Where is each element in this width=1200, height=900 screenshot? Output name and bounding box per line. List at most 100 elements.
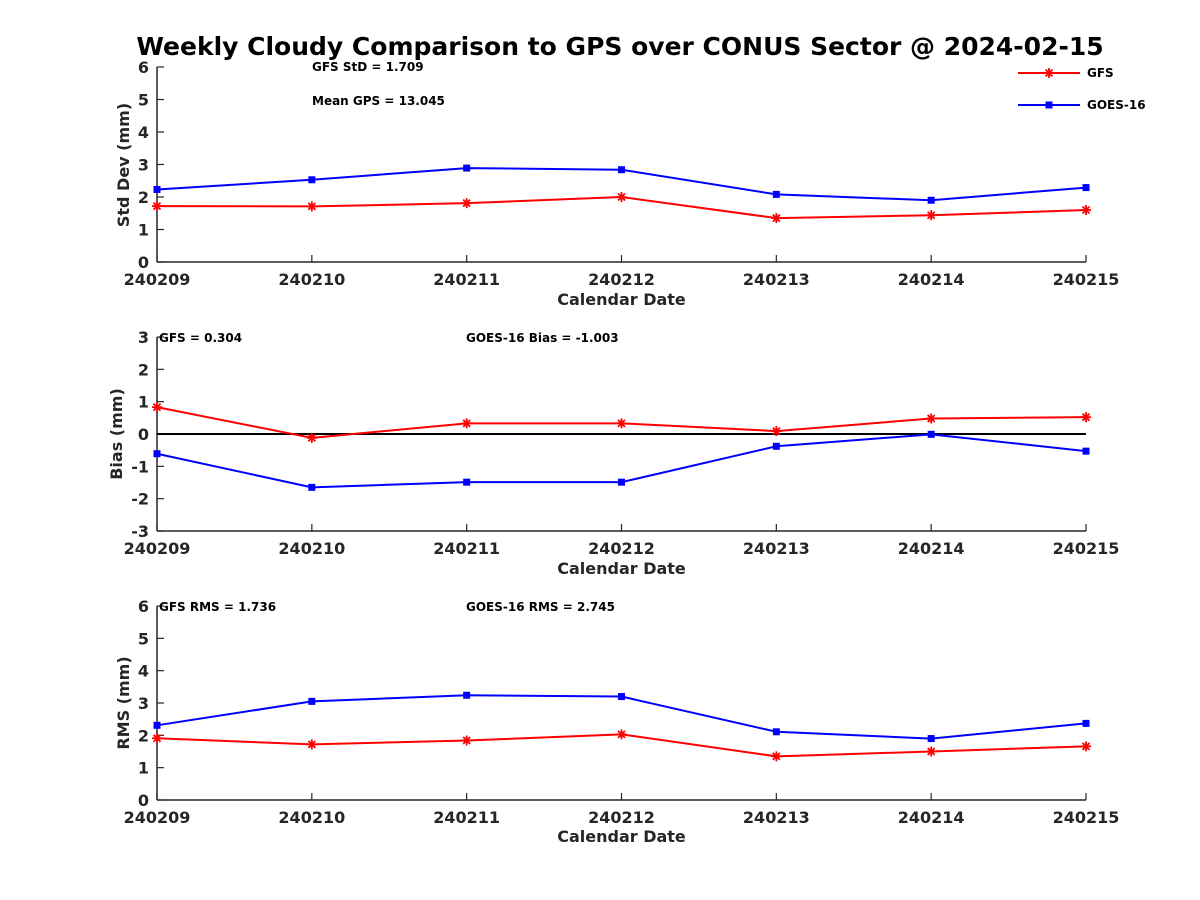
data-point-square [1082,184,1090,192]
data-point-square [772,190,780,198]
data-point-square [772,442,780,450]
x-tick-label: 240213 [743,808,810,827]
asterisk-stroke [617,730,626,739]
stat-annotation: GFS StD = 1.709 [312,60,424,74]
data-point-square [927,430,935,438]
x-tick-label: 240215 [1053,808,1120,827]
legend-marker-asterisk [1044,68,1054,78]
asterisk-stroke [772,213,781,223]
y-axis-label: Bias (mm) [107,388,126,480]
x-tick-label: 240212 [588,270,655,289]
y-tick-label: -3 [131,522,149,541]
asterisk-stroke [307,202,316,211]
data-point-asterisk [616,729,627,740]
y-axis-label: Std Dev (mm) [114,103,133,227]
data-point-square [463,691,471,699]
asterisk-stroke [1081,742,1091,751]
data-point-asterisk [1081,205,1091,215]
x-tick-label: 240213 [743,270,810,289]
data-point-square [927,196,935,204]
data-point-asterisk [771,426,782,437]
y-tick-label: 2 [138,188,149,207]
asterisk-stroke [152,403,162,412]
data-point-square [772,728,780,736]
asterisk-stroke [772,752,781,761]
x-tick-label: 240209 [124,270,191,289]
data-point-asterisk [1081,412,1091,423]
data-point-asterisk [926,413,937,424]
data-point-asterisk [306,432,317,443]
stat-annotation: Mean GPS = 13.045 [312,94,445,108]
y-tick-label: -2 [131,490,149,509]
data-point-square [153,186,161,194]
y-tick-label: 1 [138,221,149,240]
x-tick-label: 240214 [898,808,965,827]
asterisk-stroke [927,211,936,220]
y-tick-label: 3 [138,328,149,347]
asterisk-stroke [1081,205,1091,215]
x-tick-label: 240211 [433,270,500,289]
y-tick-label: 3 [138,156,149,175]
asterisk-stroke [617,192,626,202]
x-axis-label: Calendar Date [557,827,686,846]
subplot-1: 0 1 2 3 4 5 6 240209 240210 240211 240212 240213 240… [114,58,1146,309]
chart-title: Weekly Cloudy Comparison to GPS over CON… [136,32,1103,61]
stat-annotation: GFS = 0.304 [159,331,242,345]
x-tick-label: 240214 [898,539,965,558]
y-tick-label: 6 [138,597,149,616]
asterisk-stroke [152,201,162,211]
data-point-square [618,478,625,486]
asterisk-stroke [462,419,471,428]
asterisk-stroke [1081,413,1091,422]
x-axis-label: Calendar Date [557,559,686,578]
data-point-asterisk [306,739,317,750]
asterisk-stroke [772,426,781,436]
data-point-square [618,166,625,174]
x-tick-label: 240213 [743,539,810,558]
data-point-square [153,450,161,458]
y-tick-label: -1 [131,457,149,476]
y-tick-label: 1 [138,759,149,778]
legend-label: GOES-16 [1087,98,1146,112]
y-tick-label: 0 [138,253,149,272]
y-tick-label: 6 [138,58,149,77]
data-point-asterisk [926,210,937,221]
y-tick-label: 0 [138,425,149,444]
data-point-asterisk [771,751,782,762]
y-tick-label: 2 [138,360,149,379]
asterisk-stroke [927,414,936,423]
y-tick-label: 3 [138,694,149,713]
subplot-2: -3 -2 -1 0 1 2 3 240209 240210 240211 240212 240213… [107,328,1119,578]
asterisk-stroke [1044,68,1054,78]
y-tick-label: 4 [138,123,149,142]
data-point-asterisk [152,201,162,212]
data-point-asterisk [152,733,162,744]
asterisk-stroke [462,736,471,745]
asterisk-stroke [152,734,162,743]
x-tick-label: 240211 [433,539,500,558]
x-tick-label: 240210 [278,808,345,827]
legend-marker-square [1045,101,1053,109]
data-point-square [308,697,316,705]
x-tick-label: 240212 [588,808,655,827]
asterisk-stroke [617,419,626,428]
y-tick-label: 4 [138,662,149,681]
data-point-square [1082,447,1090,455]
data-point-asterisk [461,735,472,746]
y-tick-label: 1 [138,393,149,412]
y-axis-label: RMS (mm) [114,656,133,749]
data-point-square [308,483,316,491]
data-point-square [308,176,316,184]
data-point-square [463,164,471,172]
legend: GFS GOES-16 [1018,66,1146,112]
asterisk-stroke [927,747,936,756]
x-tick-label: 240212 [588,539,655,558]
data-point-asterisk [1081,741,1091,752]
data-point-asterisk [926,746,937,757]
legend-label: GFS [1087,66,1114,80]
asterisk-stroke [307,433,316,443]
y-tick-label: 5 [138,91,149,110]
data-point-asterisk [771,213,782,224]
x-tick-label: 240211 [433,808,500,827]
x-tick-label: 240210 [278,270,345,289]
